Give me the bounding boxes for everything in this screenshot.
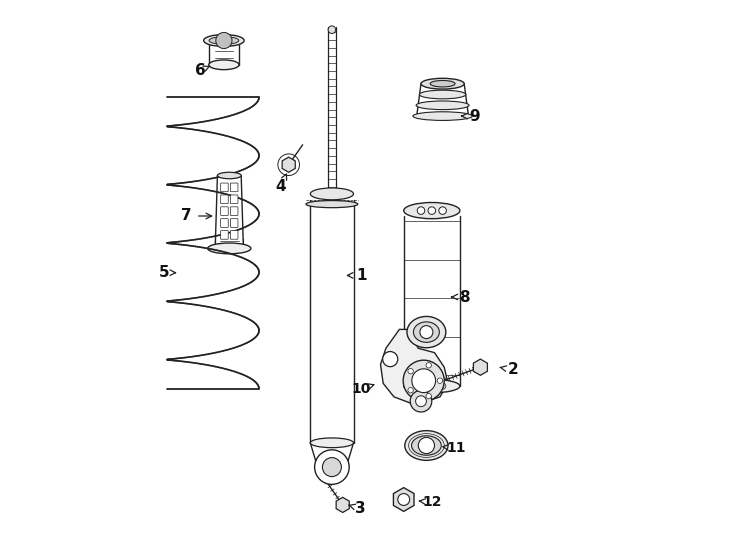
Circle shape [408, 388, 413, 393]
Ellipse shape [416, 101, 469, 110]
Circle shape [408, 368, 413, 374]
Text: 1: 1 [356, 268, 367, 283]
FancyBboxPatch shape [230, 195, 238, 204]
Text: 10: 10 [352, 382, 371, 396]
FancyBboxPatch shape [230, 219, 238, 227]
Ellipse shape [306, 200, 357, 208]
Circle shape [328, 26, 335, 33]
Ellipse shape [413, 112, 472, 120]
Circle shape [415, 396, 426, 407]
Ellipse shape [421, 78, 464, 89]
Text: 3: 3 [355, 501, 366, 516]
Text: 9: 9 [470, 109, 480, 124]
Circle shape [382, 352, 398, 367]
FancyBboxPatch shape [230, 207, 238, 215]
Ellipse shape [310, 188, 354, 200]
Polygon shape [336, 497, 349, 512]
Text: 6: 6 [195, 63, 206, 78]
Circle shape [418, 383, 424, 389]
Circle shape [398, 494, 410, 505]
Circle shape [412, 369, 435, 393]
Text: 12: 12 [422, 495, 442, 509]
Text: 8: 8 [459, 289, 470, 305]
Ellipse shape [217, 172, 241, 179]
FancyBboxPatch shape [230, 183, 238, 192]
FancyBboxPatch shape [221, 219, 228, 227]
Circle shape [315, 450, 349, 484]
Polygon shape [393, 488, 414, 511]
Text: 11: 11 [446, 441, 466, 455]
Ellipse shape [310, 438, 354, 448]
FancyBboxPatch shape [221, 231, 228, 239]
FancyBboxPatch shape [221, 183, 228, 192]
Circle shape [417, 207, 425, 214]
Ellipse shape [419, 90, 466, 99]
Ellipse shape [404, 202, 460, 219]
Polygon shape [473, 359, 487, 375]
Text: 5: 5 [159, 265, 170, 280]
Circle shape [216, 32, 232, 49]
Circle shape [439, 207, 446, 214]
Ellipse shape [407, 316, 446, 348]
Ellipse shape [430, 80, 455, 87]
Text: 4: 4 [275, 179, 286, 194]
Text: 2: 2 [507, 362, 518, 377]
Ellipse shape [423, 79, 462, 88]
Ellipse shape [404, 379, 460, 393]
Polygon shape [282, 157, 295, 172]
Circle shape [429, 383, 435, 389]
Circle shape [440, 383, 446, 389]
FancyBboxPatch shape [230, 231, 238, 239]
Circle shape [420, 326, 433, 339]
Circle shape [322, 457, 341, 477]
Ellipse shape [413, 322, 440, 342]
Circle shape [418, 437, 435, 454]
Circle shape [426, 362, 432, 368]
Ellipse shape [208, 60, 239, 70]
Ellipse shape [412, 436, 441, 455]
Circle shape [437, 378, 443, 383]
Circle shape [428, 207, 435, 214]
Circle shape [426, 394, 432, 399]
Ellipse shape [404, 431, 448, 460]
Circle shape [410, 390, 432, 412]
FancyBboxPatch shape [221, 207, 228, 215]
Ellipse shape [203, 35, 244, 46]
FancyBboxPatch shape [221, 195, 228, 204]
Ellipse shape [209, 37, 239, 44]
Text: 7: 7 [181, 208, 192, 224]
Circle shape [403, 360, 444, 401]
Ellipse shape [208, 243, 251, 254]
Polygon shape [380, 329, 448, 405]
